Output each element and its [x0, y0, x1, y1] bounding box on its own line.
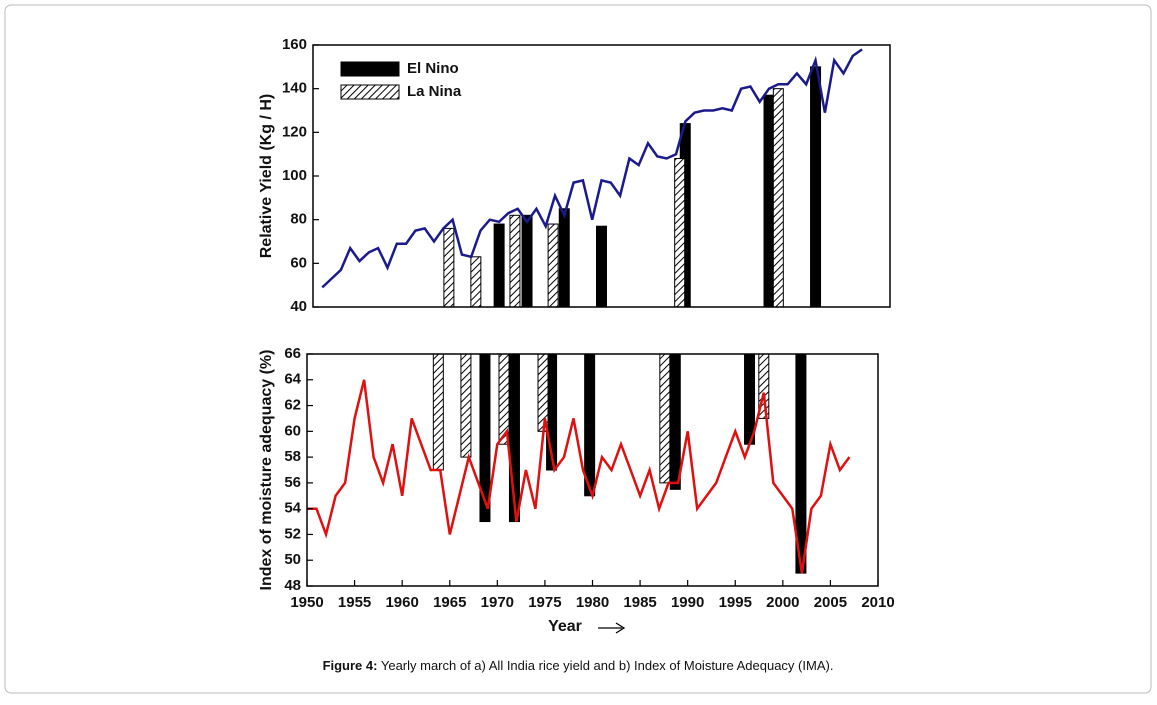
bar — [460, 354, 472, 458]
y-tick-label: 54 — [284, 500, 301, 517]
x-tick-label: 2010 — [861, 594, 894, 611]
y-tick-label: 80 — [290, 211, 307, 228]
x-tick-label: 1980 — [576, 594, 609, 611]
x-tick-label: 1970 — [481, 594, 514, 611]
y-tick-label: 48 — [284, 577, 301, 594]
y-tick-label: 56 — [284, 474, 301, 491]
bar — [547, 223, 559, 307]
bar — [537, 354, 549, 432]
frame — [4, 4, 1152, 694]
y-tick-label: 62 — [284, 397, 301, 414]
x-tick-label: 1955 — [338, 594, 371, 611]
bar — [509, 214, 521, 307]
x-tick-label: 1975 — [528, 594, 561, 611]
bar — [584, 354, 596, 497]
x-arrow-head — [615, 622, 626, 634]
bar — [674, 158, 686, 307]
y-tick-label: 120 — [282, 123, 307, 140]
bar — [810, 66, 822, 307]
x-axis-title: Year — [548, 618, 582, 635]
x-tick-label: 1950 — [290, 594, 323, 611]
bar — [669, 354, 681, 490]
bar — [558, 208, 570, 307]
data-line — [321, 48, 863, 289]
x-tick-label: 2000 — [766, 594, 799, 611]
bar — [498, 354, 510, 445]
y-tick-label: 100 — [282, 167, 307, 184]
y-tick-label: 64 — [284, 371, 301, 388]
x-tick-label: 1985 — [623, 594, 656, 611]
legend-label: La Nina — [407, 83, 462, 100]
x-tick-label: 2005 — [814, 594, 847, 611]
bar — [432, 354, 444, 471]
bar — [763, 94, 775, 307]
y-tick-label: 66 — [284, 345, 301, 362]
legend-swatch — [340, 61, 400, 77]
bar — [744, 354, 756, 445]
legend-label: El Nino — [407, 60, 459, 77]
y-tick-label: 52 — [284, 525, 301, 542]
bar — [596, 225, 607, 307]
caption-text: Yearly march of a) All India rice yield … — [381, 658, 834, 673]
bar — [470, 256, 482, 307]
y-tick-label: 60 — [290, 254, 307, 271]
legend-swatch — [340, 84, 400, 100]
y-axis-title: Index of moisture adequacy (%) — [258, 350, 275, 591]
bar — [493, 223, 505, 307]
bar — [479, 354, 491, 523]
x-tick-label: 1990 — [671, 594, 704, 611]
x-tick-label: 1995 — [719, 594, 752, 611]
y-tick-label: 58 — [284, 448, 301, 465]
y-axis-title: Relative Yield (Kg / H) — [258, 94, 275, 258]
x-tick-label: 1965 — [433, 594, 466, 611]
bar — [521, 214, 533, 307]
caption-label: Figure 4: — [323, 658, 378, 673]
y-tick-label: 60 — [284, 422, 301, 439]
y-tick-label: 140 — [282, 80, 307, 97]
y-tick-label: 40 — [290, 298, 307, 315]
y-tick-label: 50 — [284, 551, 301, 568]
bar — [443, 227, 455, 307]
caption: Figure 4: Yearly march of a) All India r… — [323, 658, 834, 673]
bar — [772, 88, 784, 307]
bar — [659, 354, 671, 484]
data-line — [307, 379, 851, 574]
x-tick-label: 1960 — [385, 594, 418, 611]
y-tick-label: 160 — [282, 36, 307, 53]
bar — [758, 354, 770, 419]
